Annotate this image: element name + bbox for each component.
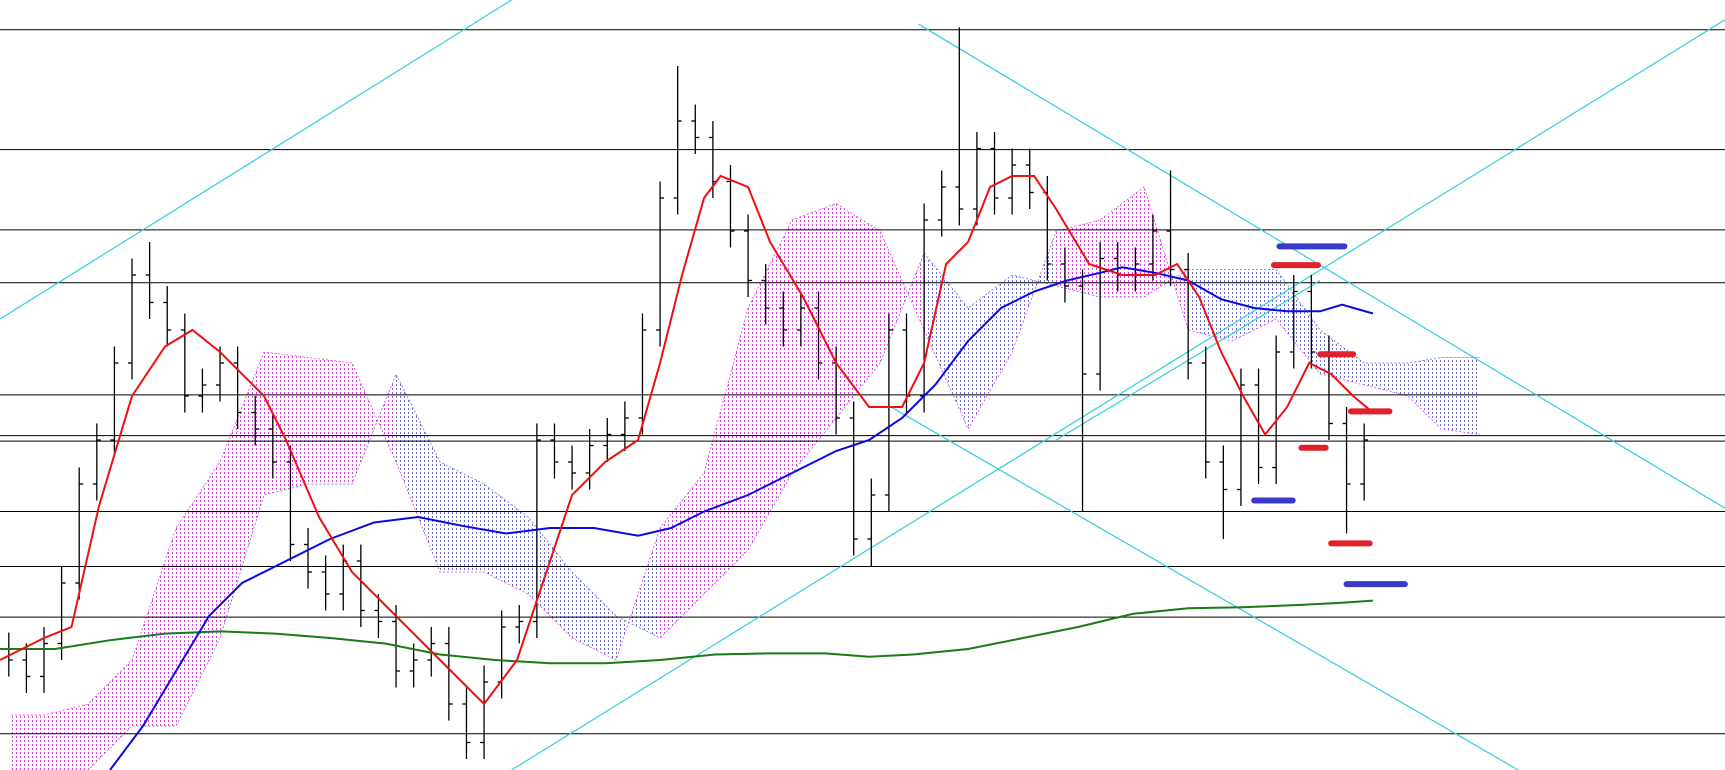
- moving-average: [109, 266, 1374, 770]
- cloud-span: [11, 186, 1480, 716]
- cloud-fill: [1441, 357, 1480, 435]
- cloud-fill: [132, 528, 177, 726]
- cloud-fill: [11, 715, 45, 770]
- cloud-fill: [44, 704, 89, 770]
- cloud-fill: [528, 517, 573, 638]
- cloud-fill: [1056, 220, 1101, 297]
- trend-line: [890, 406, 1519, 770]
- trend-line: [918, 23, 1725, 509]
- cloud-fill: [440, 462, 485, 572]
- trend-line: [0, 0, 512, 320]
- cloud-fill: [88, 660, 133, 770]
- cloud-fill: [968, 275, 1013, 429]
- cloud-fill: [1364, 363, 1409, 396]
- cloud-fill: [352, 363, 397, 484]
- cloud-fill: [176, 462, 221, 726]
- cloud-fill: [924, 253, 969, 429]
- moving-average: [0, 174, 1374, 706]
- cloud-span: [11, 252, 1480, 770]
- cloud-fill: [748, 220, 793, 550]
- cloud-fill: [264, 352, 309, 495]
- cloud-fill: [616, 528, 661, 660]
- moving-average: [0, 599, 1374, 665]
- cloud-fill: [308, 357, 353, 484]
- cloud-fill: [836, 203, 881, 418]
- cloud-fill: [660, 473, 705, 638]
- cloud-fill: [1408, 357, 1442, 429]
- cloud-fill: [1276, 269, 1321, 374]
- cloud-fill: [1188, 269, 1233, 341]
- cloud-fill: [1232, 269, 1277, 341]
- cloud-fill: [484, 484, 529, 594]
- trend-line: [511, 19, 1725, 770]
- cloud-fill: [1100, 187, 1145, 297]
- cloud-fill: [792, 203, 837, 473]
- cloud-fill: [880, 231, 925, 363]
- cloud-fill: [572, 572, 617, 660]
- cloud-fill: [396, 374, 441, 572]
- cloud-fill: [704, 308, 749, 594]
- cloud-fill: [1320, 330, 1365, 385]
